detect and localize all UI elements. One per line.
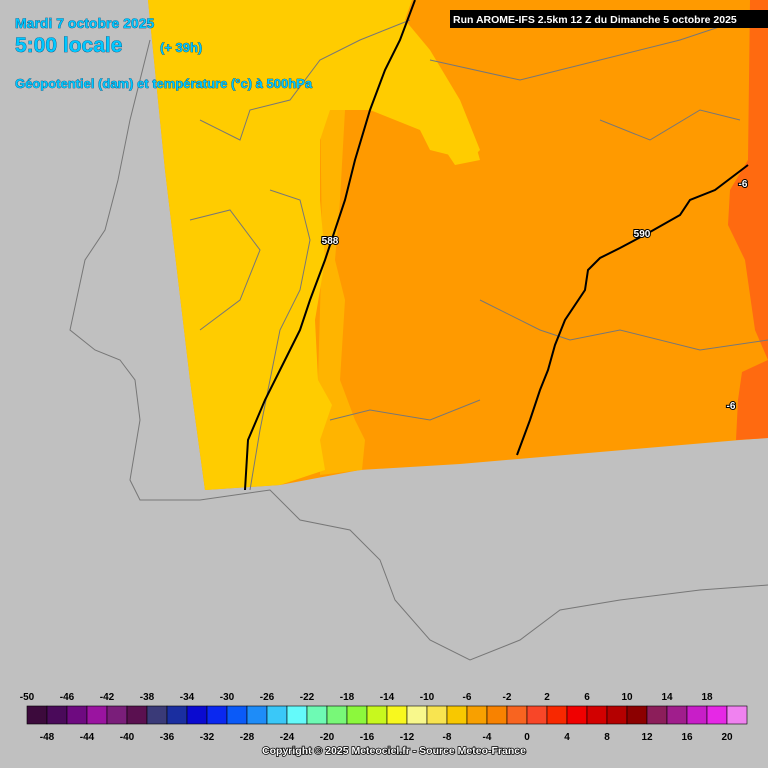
legend-swatch — [666, 705, 688, 725]
legend-label: -32 — [200, 732, 215, 743]
legend-swatch — [426, 705, 448, 725]
legend-swatch — [286, 705, 308, 725]
legend-swatch — [246, 705, 268, 725]
legend-swatch — [646, 705, 668, 725]
legend-swatch — [366, 705, 388, 725]
legend-swatch — [126, 705, 148, 725]
legend-label: -30 — [220, 692, 235, 703]
legend-label: -42 — [100, 692, 115, 703]
contour-label: -6 — [739, 179, 748, 190]
field-label: Géopotentiel (dam) et température (°c) à… — [15, 76, 313, 91]
legend-swatch — [406, 705, 428, 725]
legend-label: 10 — [621, 692, 633, 703]
legend-label: 4 — [564, 732, 570, 743]
legend-swatch — [546, 705, 568, 725]
contour-label: 588 — [322, 236, 339, 247]
legend-label: -26 — [260, 692, 275, 703]
legend-swatch — [626, 705, 648, 725]
lead-label: (+ 39h) — [160, 40, 202, 55]
legend-swatch — [106, 705, 128, 725]
legend-label: -48 — [40, 732, 55, 743]
legend-swatch — [526, 705, 548, 725]
legend-swatch — [586, 705, 608, 725]
legend-swatch — [66, 705, 88, 725]
legend-label: -28 — [240, 732, 255, 743]
legend-label: -2 — [503, 692, 512, 703]
legend-swatch — [226, 705, 248, 725]
temperature-area — [318, 100, 365, 475]
legend-label: 14 — [661, 692, 673, 703]
temperature-area — [148, 0, 480, 490]
legend-swatch — [146, 705, 168, 725]
legend-label: 2 — [544, 692, 550, 703]
temperature-area — [435, 125, 480, 165]
copyright: Copyright © 2025 Meteociel.fr - Source M… — [262, 745, 526, 757]
legend-label: 6 — [584, 692, 590, 703]
legend-swatch — [186, 705, 208, 725]
legend-label: -34 — [180, 692, 195, 703]
legend-swatch — [166, 705, 188, 725]
legend-swatch — [726, 705, 748, 725]
legend-label: -40 — [120, 732, 135, 743]
legend-swatch — [606, 705, 628, 725]
legend-label: -12 — [400, 732, 415, 743]
legend-label: -46 — [60, 692, 75, 703]
color-legend: -50-48-46-44-42-40-38-36-34-32-30-28-26-… — [20, 692, 748, 743]
legend-swatch — [26, 705, 48, 725]
legend-label: 12 — [641, 732, 653, 743]
legend-swatch — [466, 705, 488, 725]
legend-swatch — [326, 705, 348, 725]
contour-lines — [244, 0, 749, 491]
run-label: Run AROME-IFS 2.5km 12 Z du Dimanche 5 o… — [453, 14, 737, 26]
legend-swatch — [706, 705, 728, 725]
legend-label: -4 — [483, 732, 492, 743]
legend-swatch — [486, 705, 508, 725]
legend-label: 20 — [721, 732, 733, 743]
legend-swatch — [446, 705, 468, 725]
legend-label: 0 — [524, 732, 530, 743]
temperature-area — [728, 0, 768, 360]
legend-label: -24 — [280, 732, 295, 743]
legend-swatch — [306, 705, 328, 725]
legend-label: -22 — [300, 692, 315, 703]
contour-label: 590 — [634, 229, 651, 240]
legend-label: 18 — [701, 692, 713, 703]
legend-swatch — [506, 705, 528, 725]
time-label: 5:00 locale — [15, 34, 122, 57]
legend-swatch — [86, 705, 108, 725]
legend-label: -38 — [140, 692, 155, 703]
legend-label: -44 — [80, 732, 95, 743]
legend-swatch — [206, 705, 228, 725]
legend-label: -36 — [160, 732, 175, 743]
legend-label: -8 — [443, 732, 452, 743]
legend-label: -10 — [420, 692, 435, 703]
legend-swatch — [386, 705, 408, 725]
legend-label: 16 — [681, 732, 693, 743]
legend-label: -16 — [360, 732, 375, 743]
date-label: Mardi 7 octobre 2025 — [15, 15, 154, 31]
legend-swatch — [686, 705, 708, 725]
legend-swatch — [46, 705, 68, 725]
legend-label: -6 — [463, 692, 472, 703]
legend-label: 8 — [604, 732, 610, 743]
legend-label: -50 — [20, 692, 35, 703]
legend-label: -14 — [380, 692, 395, 703]
legend-swatch — [266, 705, 288, 725]
legend-swatch — [346, 705, 368, 725]
run-box — [450, 10, 768, 28]
legend-label: -18 — [340, 692, 355, 703]
legend-label: -20 — [320, 732, 335, 743]
temperature-area — [736, 360, 768, 440]
legend-swatch — [566, 705, 588, 725]
borders — [69, 19, 768, 661]
contour-label: -6 — [727, 401, 736, 412]
